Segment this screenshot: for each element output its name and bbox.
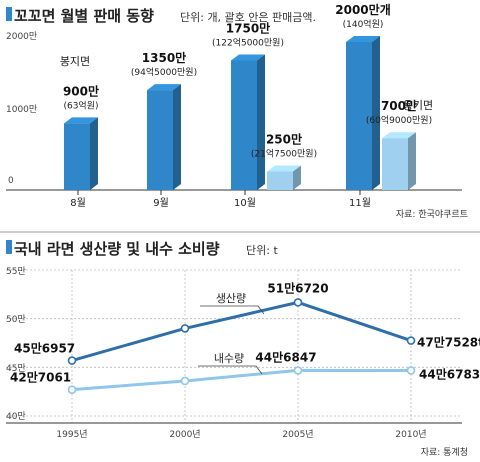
bar-amount-label: (60억9000만원) <box>366 114 432 126</box>
bar <box>346 42 372 190</box>
bar-amount-label: (122억5000만원) <box>212 37 284 49</box>
bar-value-label: 700만 <box>381 98 417 113</box>
bar-amount-label: (140억원) <box>343 18 384 30</box>
y-tick-label: 50만 <box>6 314 26 325</box>
data-point-label: 44만6783 <box>419 366 480 381</box>
x-tick-label: 1995년 <box>56 429 87 440</box>
monthly-sales-chart: 꼬꼬면 월별 판매 동향 단위: 개, 괄호 안은 판매금액. 2000만 10… <box>6 2 468 220</box>
x-category-label: 11월 <box>349 197 371 209</box>
ramen-volume-chart: 국내 라면 생산량 및 내수 소비량 단위: t 55만 50만 45만 40만… <box>6 240 480 458</box>
ramen-chart-unit: 단위: t <box>246 244 278 257</box>
data-point <box>293 366 303 375</box>
x-tick-label: 2000년 <box>169 429 200 440</box>
y-tick-label: 55만 <box>6 266 26 277</box>
x-category-label: 10월 <box>234 197 256 209</box>
bar-value-label: 1350만 <box>142 50 186 65</box>
data-point <box>180 376 190 386</box>
series-name-callout <box>198 365 263 375</box>
bar-side-face <box>408 132 416 190</box>
monthly-chart-source: 자료: 한국야쿠르트 <box>396 209 468 220</box>
data-point <box>406 366 416 375</box>
bar-amount-label: (21억7500만원) <box>251 148 317 160</box>
series-line <box>71 368 412 392</box>
x-tick-label: 2005년 <box>282 429 313 440</box>
y-tick-label: 1000만 <box>6 104 37 115</box>
gridlines <box>6 269 462 423</box>
bar-side-face <box>372 36 380 190</box>
bar-top-face <box>382 132 416 139</box>
monthly-chart-title: 꼬꼬면 월별 판매 동향 <box>14 7 154 25</box>
bar-amount-label: (94억5000만원) <box>131 66 197 78</box>
bar <box>64 123 90 190</box>
series-label-bongjimyeon: 봉지면 <box>60 55 90 68</box>
bar-value-label: 900만 <box>63 83 99 98</box>
bar <box>231 60 257 190</box>
data-point-label: 47만7528t <box>417 335 480 350</box>
data-point-label: 42만7061 <box>10 370 71 385</box>
bar <box>147 90 173 190</box>
bar-top-face <box>231 54 265 61</box>
bar <box>267 171 293 190</box>
data-point <box>406 336 416 345</box>
x-tick-label: 2010년 <box>395 429 426 440</box>
bar-value-label: 250만 <box>266 132 302 147</box>
data-point <box>180 324 190 333</box>
series-name-label: 생산량 <box>216 292 246 305</box>
bar-amount-label: (63억원) <box>63 99 98 111</box>
bar-side-face <box>173 84 181 190</box>
ramen-chart-title: 국내 라면 생산량 및 내수 소비량 <box>14 240 220 258</box>
bar-group: 8월 9월 10월 11월 900만(63억원) 1350만(94억5000만원) 1750… <box>63 2 432 209</box>
y-tick-label: 45만 <box>6 363 26 374</box>
data-point <box>67 356 77 365</box>
monthly-chart-unit: 단위: 개, 괄호 안은 판매금액. <box>180 11 316 24</box>
bar-top-face <box>147 84 181 91</box>
data-point-label: 44만6847 <box>255 349 316 364</box>
title-marker <box>6 240 12 254</box>
y-tick-label: 2000만 <box>6 31 37 42</box>
bar-top-face <box>64 117 98 124</box>
data-point <box>293 298 303 307</box>
series-name-label: 내수량 <box>214 352 244 365</box>
bar-value-label: 2000만개 <box>335 2 390 17</box>
x-category-label: 9월 <box>153 197 169 209</box>
bar-side-face <box>257 54 265 190</box>
data-point-label: 45만6957 <box>14 341 75 356</box>
y-tick-label: 40만 <box>6 411 26 422</box>
series-name-callout <box>200 305 265 315</box>
data-point <box>67 385 77 394</box>
bar <box>382 138 408 190</box>
data-point-label: 51만6720 <box>267 280 328 295</box>
bar-side-face <box>90 117 98 190</box>
bar-side-face <box>293 165 301 190</box>
title-marker <box>6 7 12 21</box>
series-label-yonggimyeon: 용기면 <box>403 99 433 112</box>
ramen-chart-source: 자료: 통계청 <box>421 446 468 458</box>
bar-top-face <box>267 165 301 172</box>
y-tick-label: 0 <box>8 176 14 186</box>
x-category-label: 8월 <box>70 197 86 209</box>
line-series-group: 45만6957 51만6720 47만7528t 생산량 42만7061 44만6847 4… <box>10 280 480 394</box>
series-line <box>71 300 412 363</box>
bar-value-label: 1750만 <box>226 21 270 36</box>
bar-top-face <box>346 36 380 42</box>
